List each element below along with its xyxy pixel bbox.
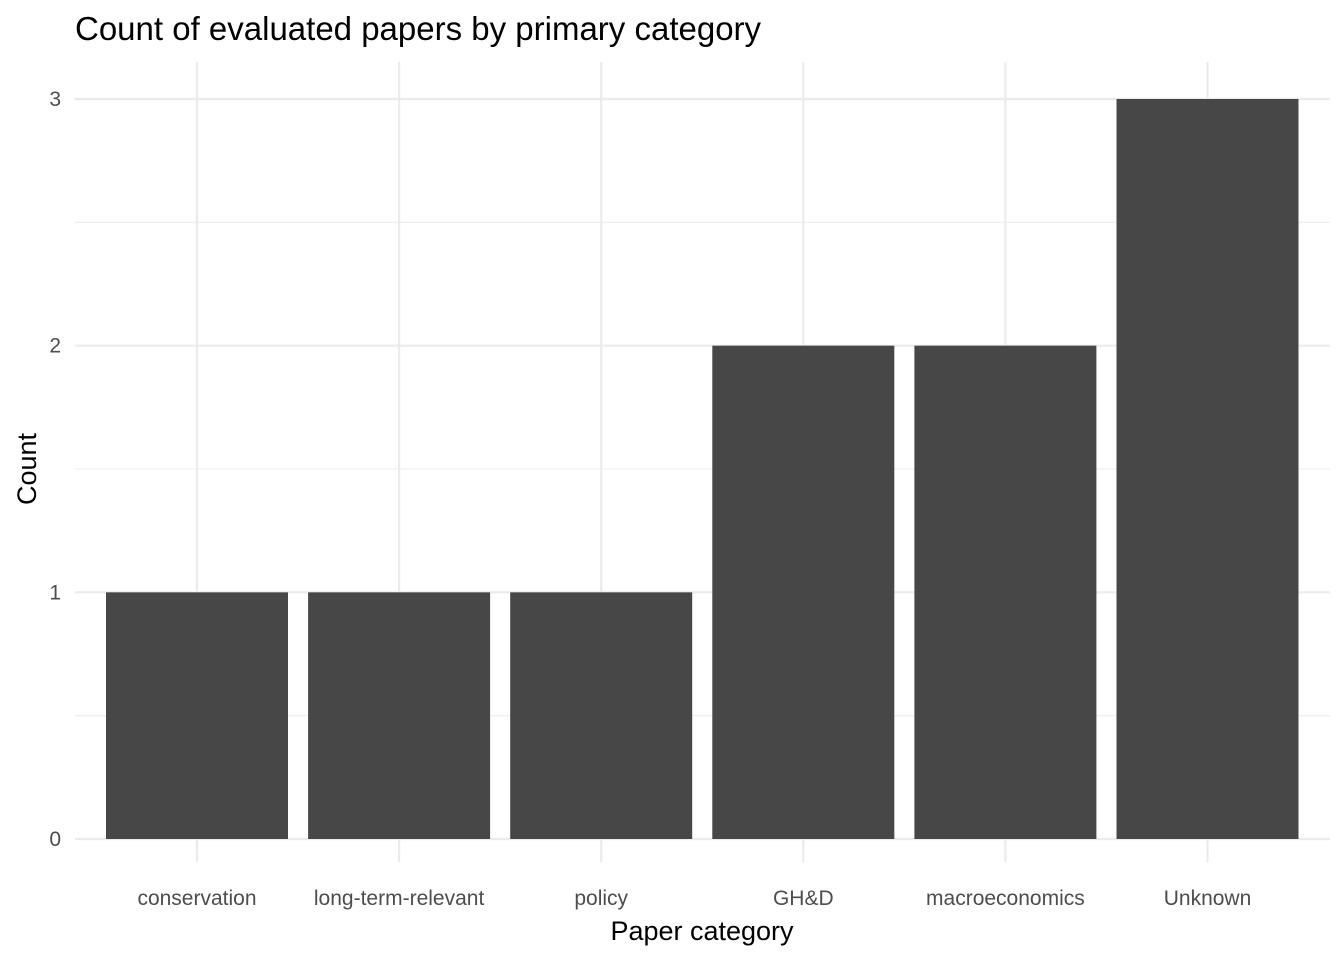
chart-title: Count of evaluated papers by primary cat… (75, 10, 762, 47)
y-tick-label: 1 (49, 581, 61, 604)
x-tick-label: policy (574, 887, 628, 910)
bar-long-term-relevant (308, 592, 491, 839)
x-tick-label: long-term-relevant (314, 887, 485, 910)
bar-unknown (1116, 99, 1299, 839)
x-axis-title: Paper category (610, 916, 794, 946)
bar-gh-d (712, 345, 895, 839)
x-tick-labels: conservation long-term-relevant policy GH&D… (137, 887, 1251, 910)
y-tick-label: 2 (49, 335, 61, 358)
y-tick-label: 0 (49, 828, 61, 851)
bar-macroeconomics (914, 345, 1097, 839)
y-axis-title: Count (12, 432, 42, 505)
bars (106, 99, 1299, 839)
bar-conservation (106, 592, 288, 839)
x-tick-label: Unknown (1164, 887, 1252, 910)
x-tick-label: conservation (137, 887, 256, 910)
x-tick-label: GH&D (773, 887, 834, 910)
y-tick-label: 3 (49, 88, 61, 111)
x-tick-label: macroeconomics (926, 887, 1085, 910)
bar-policy (510, 592, 693, 839)
y-tick-labels: 0 1 2 3 (49, 88, 61, 851)
